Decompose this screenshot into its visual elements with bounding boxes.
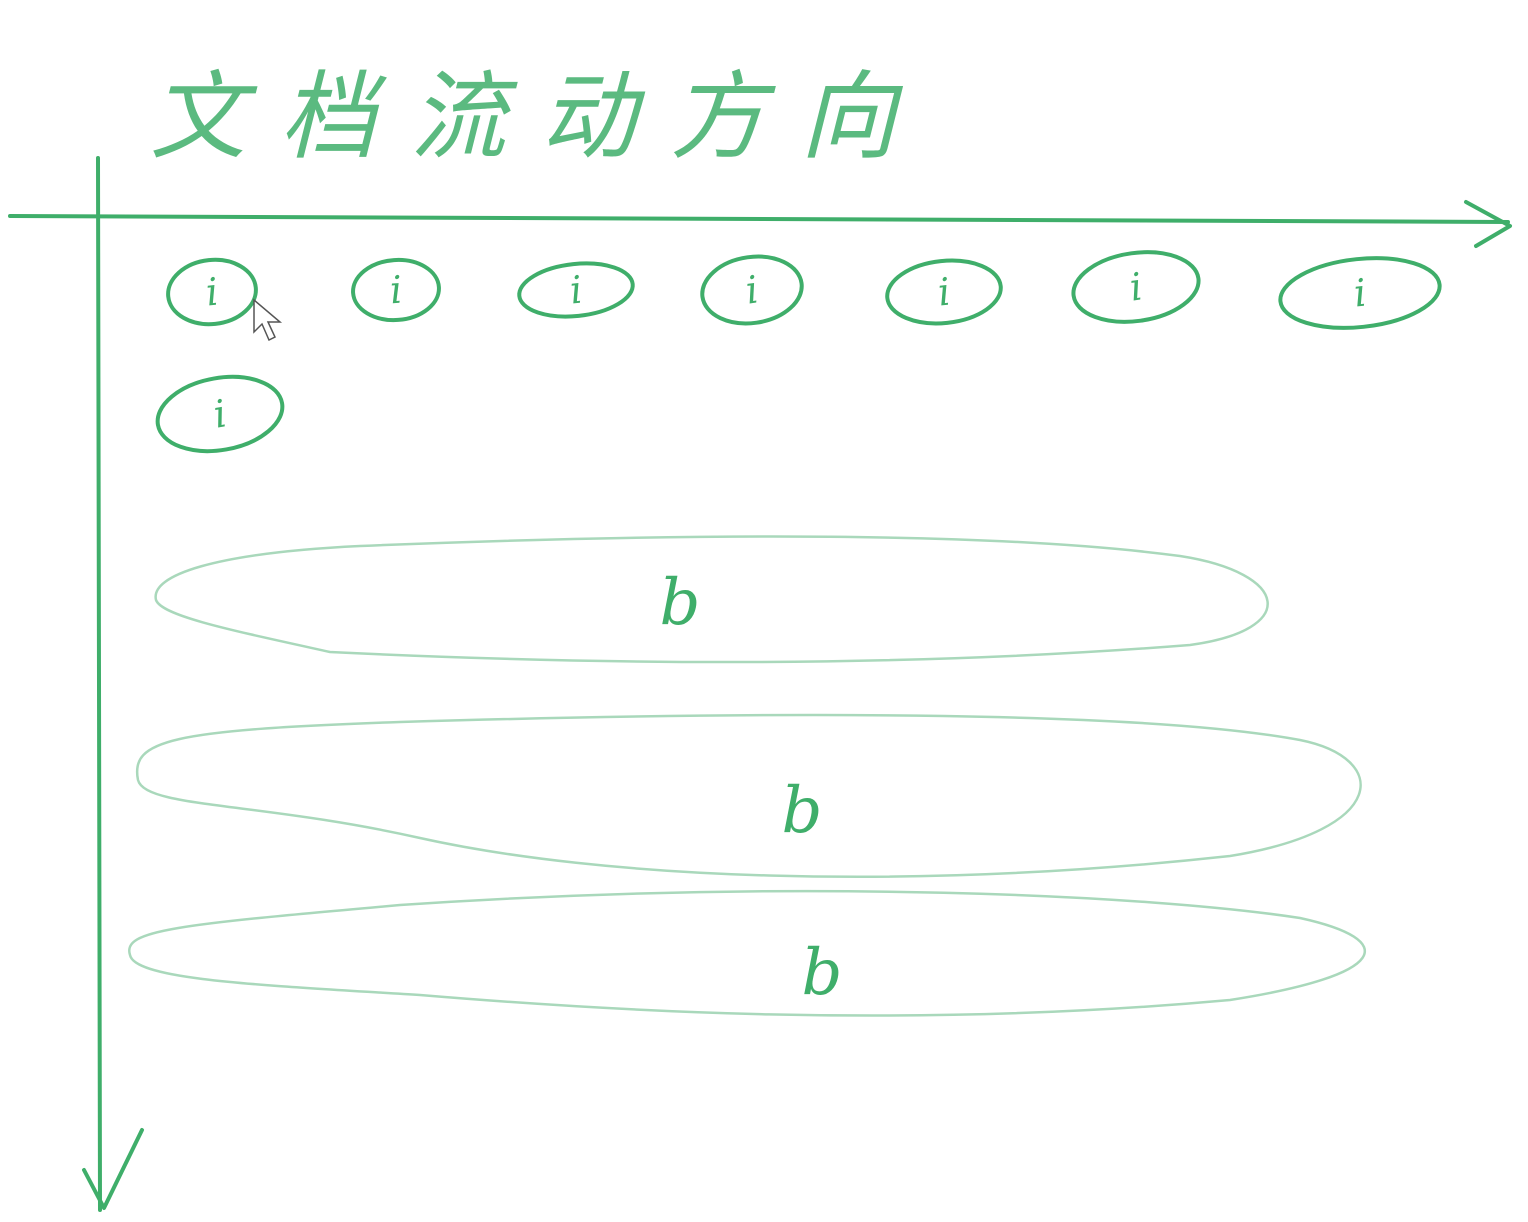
block-element: b xyxy=(128,889,1366,1017)
diagram-title: 文档流动方向 xyxy=(150,61,930,173)
right-arrow-icon xyxy=(1464,200,1512,248)
inline-element-outline xyxy=(517,261,635,319)
inline-element-outline xyxy=(351,257,441,323)
vertical-axis xyxy=(82,156,144,1212)
inline-element-label: i xyxy=(388,268,403,313)
block-element-outline xyxy=(135,713,1362,878)
inline-element-outline xyxy=(1278,256,1442,330)
inline-element-label: i xyxy=(568,267,585,312)
block-elements: b b b xyxy=(128,535,1366,1017)
inline-element-outline xyxy=(1071,250,1201,324)
inline-element: i xyxy=(1071,250,1201,324)
inline-element-outline xyxy=(700,254,804,326)
inline-element-label: i xyxy=(936,269,953,314)
block-element-label: b xyxy=(660,566,701,640)
inline-elements: i i i i i i i i xyxy=(155,250,1442,454)
inline-element: i xyxy=(155,374,285,454)
inline-element-outline xyxy=(885,258,1003,326)
block-element-outline xyxy=(154,535,1269,664)
inline-element: i xyxy=(1278,256,1442,330)
inline-element: i xyxy=(885,258,1003,326)
inline-element-label: i xyxy=(1127,264,1145,309)
horizontal-axis xyxy=(8,200,1512,248)
block-element-label: b xyxy=(782,774,823,848)
inline-element: i xyxy=(351,257,441,323)
inline-element-label: i xyxy=(743,267,761,312)
inline-element-label: i xyxy=(210,391,230,436)
block-element: b xyxy=(135,713,1362,878)
inline-element-outline xyxy=(166,257,258,327)
block-element: b xyxy=(154,535,1269,664)
inline-element: i xyxy=(700,254,804,326)
block-element-label: b xyxy=(802,936,843,1010)
down-arrow-icon xyxy=(82,1128,144,1210)
inline-element: i xyxy=(517,261,635,319)
block-element-outline xyxy=(128,889,1366,1017)
inline-element-label: i xyxy=(204,269,221,314)
inline-element-label: i xyxy=(1352,270,1369,315)
mouse-cursor-icon xyxy=(253,298,283,342)
inline-element: i xyxy=(166,257,258,327)
inline-element-outline xyxy=(155,374,285,454)
